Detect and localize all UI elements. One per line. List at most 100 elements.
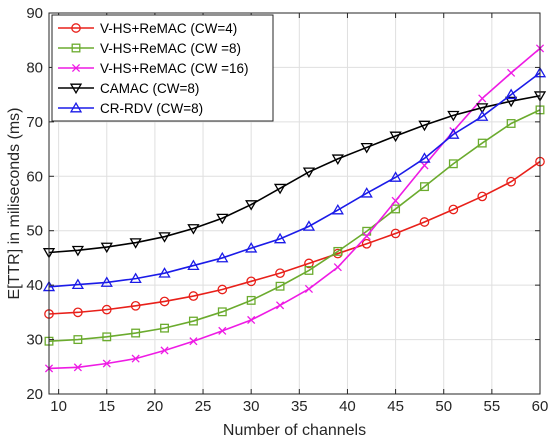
x-tick-label: 25 (195, 398, 212, 415)
data-point (100, 276, 113, 287)
legend-item: CAMAC (CW=8) (58, 81, 199, 96)
legend-marker (69, 101, 83, 113)
legend-marker (71, 23, 81, 33)
data-point (218, 326, 227, 335)
data-point (273, 232, 287, 244)
legend-item: V-HS+ReMAC (CW=4) (58, 21, 237, 36)
data-point (101, 304, 112, 315)
data-point (304, 265, 314, 275)
y-tick-label: 40 (26, 277, 43, 294)
legend-marker (69, 83, 83, 95)
data-point (391, 204, 401, 214)
data-point (160, 323, 169, 333)
legend-item: V-HS+ReMAC (CW =16) (58, 61, 249, 76)
data-point (477, 138, 487, 148)
data-point (187, 259, 200, 270)
data-point (216, 213, 229, 225)
y-axis-label: E[TTR] in miliseconds (ms) (6, 107, 23, 299)
legend-label: V-HS+ReMAC (CW=4) (100, 21, 237, 36)
data-point (304, 258, 314, 269)
data-point (73, 335, 83, 345)
data-point (360, 187, 373, 198)
x-tick-label: 30 (243, 398, 260, 415)
data-point (391, 196, 400, 205)
data-point (478, 94, 487, 103)
y-tick-label: 30 (26, 332, 43, 349)
data-point (389, 131, 402, 143)
data-point (160, 346, 169, 355)
data-point (245, 200, 258, 211)
legend-label: CAMAC (CW=8) (100, 81, 199, 96)
x-axis-label: Number of channels (223, 422, 366, 439)
data-point (331, 203, 344, 215)
data-point (302, 167, 316, 179)
data-point (158, 267, 171, 278)
data-point (507, 68, 516, 77)
legend-marker (71, 43, 81, 53)
data-point (418, 152, 431, 163)
data-point (448, 204, 459, 215)
x-tick-label: 40 (339, 398, 356, 415)
data-point (504, 88, 518, 100)
legend: V-HS+ReMAC (CW=4) V-HS+ReMAC (CW =8) V-HS+… (51, 14, 274, 122)
data-point (217, 307, 227, 317)
data-point (71, 278, 85, 290)
data-point (245, 242, 258, 253)
data-point (419, 217, 430, 227)
y-tick-label: 60 (26, 168, 43, 185)
data-point (476, 103, 489, 114)
series-5 (42, 66, 547, 292)
data-point (217, 284, 228, 295)
y-tick-label: 90 (26, 5, 43, 22)
data-point (273, 183, 287, 195)
data-point (246, 295, 256, 305)
y-tick-label: 20 (26, 386, 43, 403)
data-point (390, 228, 401, 239)
data-point (73, 307, 83, 318)
x-tick-label: 50 (435, 398, 452, 415)
y-tick-label: 70 (26, 114, 43, 131)
axis-ticks: 10 15 20 25 30 35 40 45 50 55 60 20 30 40 50 60 70 80 90 (26, 5, 548, 415)
data-point (333, 263, 342, 272)
data-point (275, 268, 285, 279)
data-point (447, 110, 460, 122)
legend-label: CR-RDV (CW=8) (100, 101, 203, 116)
data-point (448, 159, 458, 169)
data-point (506, 119, 516, 128)
data-point (189, 337, 198, 346)
series-4 (42, 91, 547, 259)
data-point (360, 142, 373, 154)
data-point (100, 242, 113, 254)
x-tick-label: 15 (98, 398, 115, 415)
data-point (188, 291, 199, 301)
data-point (447, 128, 460, 139)
data-point (188, 316, 198, 326)
data-point (361, 238, 372, 249)
data-point (304, 284, 314, 294)
series-3 (44, 44, 545, 373)
data-point (302, 220, 316, 231)
data-point (129, 238, 142, 249)
legend-label: V-HS+ReMAC (CW =16) (100, 61, 249, 76)
data-point (216, 251, 229, 263)
data-point (504, 96, 518, 108)
data-point (129, 272, 142, 284)
x-tick-label: 10 (50, 398, 67, 415)
series-line (48, 109, 541, 342)
x-tick-label: 60 (532, 398, 549, 415)
x-tick-label: 55 (484, 398, 501, 415)
series-layer (42, 44, 547, 373)
x-tick-label: 45 (387, 398, 404, 415)
data-point (333, 246, 343, 256)
legend-marker (71, 63, 81, 73)
data-point (187, 224, 200, 235)
data-point (418, 120, 431, 132)
plot-frame (48, 12, 541, 395)
data-point (102, 332, 112, 342)
series-line (48, 47, 541, 370)
legend-label: V-HS+ReMAC (CW =8) (100, 41, 241, 56)
data-point (102, 359, 111, 368)
data-point (130, 300, 141, 311)
y-tick-label: 50 (26, 223, 43, 240)
